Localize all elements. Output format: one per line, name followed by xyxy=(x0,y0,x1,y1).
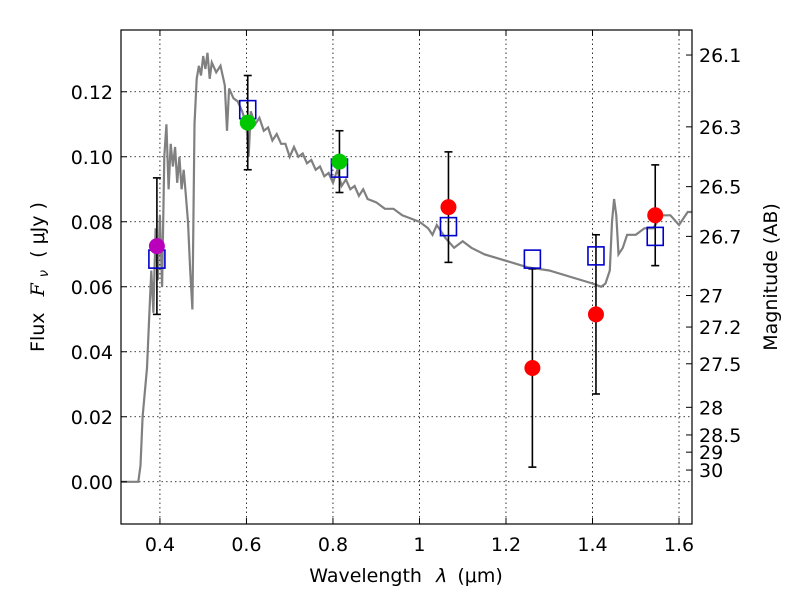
y-axis-title: Flux F ν ( μJy ) xyxy=(27,202,53,352)
model-square xyxy=(587,246,605,266)
right-tick-label: 26.7 xyxy=(699,226,741,248)
observed-point xyxy=(239,114,256,131)
observed-point xyxy=(524,360,541,376)
model-square xyxy=(439,216,458,237)
x-tick-label: 1.4 xyxy=(577,534,607,556)
model-sed-line xyxy=(121,52,692,483)
errorbars xyxy=(152,74,660,468)
x-tick-label: 0.4 xyxy=(145,534,175,556)
x-axis-title: Wavelength λ (μm) xyxy=(309,565,502,587)
right-tick-label: 27.5 xyxy=(699,354,741,376)
right-tick-label: 26.5 xyxy=(699,177,741,199)
right-axis-title: Magnitude (AB) xyxy=(760,203,782,351)
y-tick-label: 0.02 xyxy=(71,407,113,429)
right-tick-label: 30 xyxy=(699,460,723,482)
observed-point xyxy=(148,238,165,255)
model-square xyxy=(523,249,542,269)
y-axis-ticks: 0.00 0.02 0.04 0.06 0.08 0.10 0.12 xyxy=(71,82,127,494)
y-tick-label: 0.00 xyxy=(71,472,113,494)
x-tick-label: 0.8 xyxy=(318,534,348,556)
y-tick-label: 0.08 xyxy=(71,212,113,234)
right-tick-label: 26.3 xyxy=(699,117,741,139)
y-tick-label: 0.04 xyxy=(71,342,113,364)
observed-photometry-points xyxy=(148,114,664,376)
observed-point xyxy=(647,207,664,224)
right-tick-label: 28 xyxy=(699,397,723,419)
y-tick-label: 0.12 xyxy=(71,82,113,104)
right-tick-label: 29 xyxy=(699,442,723,464)
model-square xyxy=(646,226,665,247)
x-tick-label: 1.6 xyxy=(664,534,694,556)
observed-point xyxy=(440,199,457,216)
x-axis-ticks: 0.4 0.6 0.8 1 1.2 1.4 1.6 xyxy=(145,30,694,556)
right-tick-label: 26.1 xyxy=(699,45,741,67)
plot-area xyxy=(121,52,692,483)
grid-lines xyxy=(121,30,692,524)
observed-point xyxy=(331,153,348,170)
x-tick-label: 1 xyxy=(413,534,425,556)
x-tick-label: 0.6 xyxy=(231,534,261,556)
right-tick-label: 27 xyxy=(699,286,723,308)
right-tick-label: 27.2 xyxy=(699,317,741,339)
right-tick-label: 28.5 xyxy=(699,425,741,447)
observed-point xyxy=(587,306,604,323)
y-tick-label: 0.06 xyxy=(71,277,113,299)
x-tick-label: 1.2 xyxy=(491,534,521,556)
y-tick-label: 0.10 xyxy=(71,147,113,169)
plot-frame xyxy=(120,29,693,525)
